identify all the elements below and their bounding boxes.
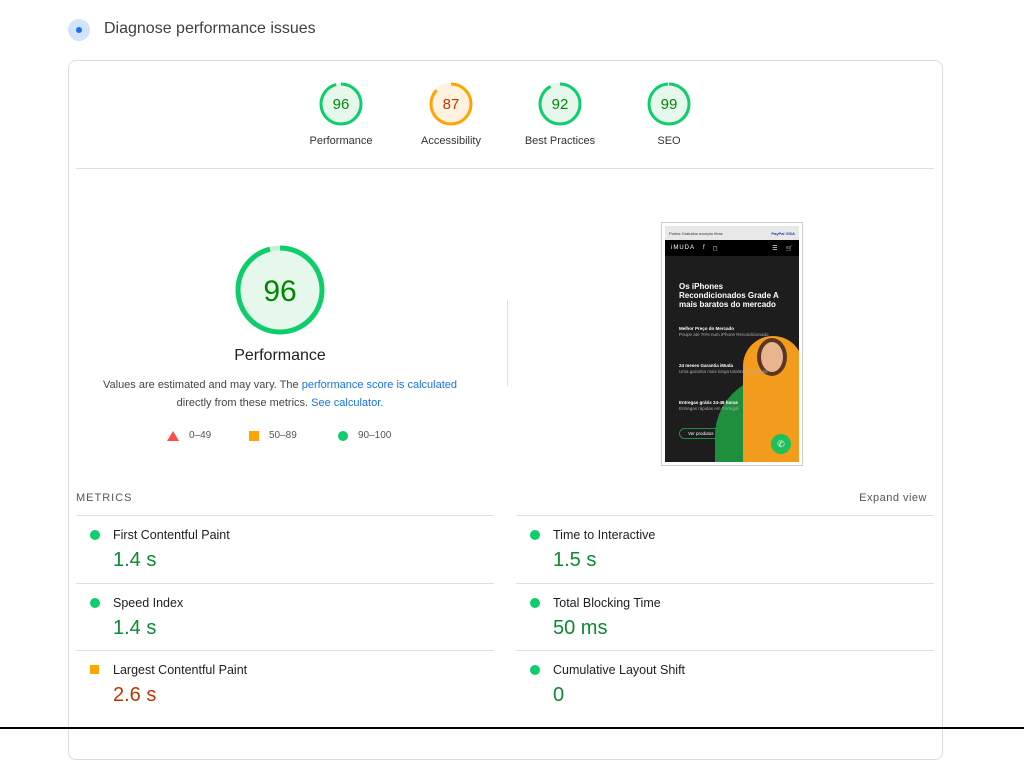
gauge-ring: 96	[319, 82, 363, 126]
metric-title: Time to Interactive	[553, 528, 656, 542]
gauge-accessibility[interactable]: 87 Accessibility	[396, 81, 506, 147]
square-icon	[249, 430, 259, 441]
instagram-icon: ◻	[712, 245, 718, 252]
metrics-heading: METRICS	[76, 492, 133, 504]
metric-row: Largest Contentful Paint 2.6 s	[76, 650, 494, 718]
metric-value: 0	[553, 684, 565, 706]
triangle-icon	[167, 430, 179, 441]
legend-average: 50–89	[249, 430, 297, 441]
circle-icon	[338, 430, 348, 441]
metric-row: Cumulative Layout Shift 0	[516, 650, 934, 718]
gauge-score: 99	[661, 96, 678, 113]
page-screenshot[interactable]: Portes Gratuitos excepto Ilhas PayPal VIS…	[661, 222, 803, 466]
feature: Melhor Preço do Mercado Poupe até 70% num…	[679, 326, 769, 337]
metric-title: Speed Index	[113, 595, 184, 610]
shot-topbar: Portes Gratuitos excepto Ilhas	[669, 230, 723, 236]
gauge-score: 96	[333, 96, 350, 113]
performance-label: Performance	[234, 347, 326, 364]
pass-circle-icon	[530, 665, 540, 675]
gauge-arc	[235, 245, 325, 335]
desc-text: directly from these metrics.	[176, 397, 312, 409]
bottom-edge	[0, 727, 1024, 729]
gauge-label: SEO	[657, 135, 681, 147]
facebook-icon: f	[703, 245, 705, 251]
metric-value: 1.4 s	[113, 616, 157, 639]
gauge-score: 92	[552, 96, 569, 113]
legend-label: 0–49	[189, 430, 212, 441]
gauge-score: 96	[263, 275, 296, 308]
brand-logo: iMUDA	[671, 245, 695, 251]
whatsapp-icon: ✆	[771, 434, 791, 454]
feature: Entregas grátis 24-48 horas Entregas rápi…	[679, 400, 739, 411]
legend-label: 90–100	[358, 430, 392, 441]
hero-face	[757, 338, 787, 376]
gauge-ring: 92	[538, 82, 582, 126]
metrics-right: Time to Interactive 1.5 s Total Blocking T…	[516, 515, 934, 718]
pass-circle-icon	[530, 530, 540, 540]
gauge-ring: 87	[429, 82, 473, 126]
pass-circle-icon	[90, 530, 100, 540]
metric-title: Cumulative Layout Shift	[553, 663, 686, 677]
hero-heading: Os iPhones Recondicionados Grade A mais …	[679, 282, 779, 309]
cart-icon: 🛒	[785, 245, 793, 252]
expand-view-toggle[interactable]: Expand view	[859, 492, 927, 504]
legend-pass: 90–100	[338, 430, 391, 441]
average-square-icon	[90, 665, 99, 674]
gauge-seo[interactable]: 99 SEO	[614, 81, 724, 147]
legend-fail: 0–49	[167, 430, 211, 441]
gauge-score: 87	[443, 96, 460, 113]
metric-row: First Contentful Paint 1.4 s	[76, 515, 494, 583]
page-title: Diagnose performance issues	[104, 20, 316, 37]
feature: 24 meses Garantia iMuda Uma garantia mais…	[679, 363, 768, 374]
pass-circle-icon	[90, 597, 100, 608]
metric-row: Speed Index 1.4 s	[76, 582, 494, 651]
payment-logos: PayPal VISA	[771, 230, 795, 236]
metric-title: Largest Contentful Paint	[113, 663, 248, 677]
gauge-label: Performance	[309, 135, 373, 147]
metric-value: 2.6 s	[113, 684, 157, 706]
gauge-performance[interactable]: 96 Performance	[286, 81, 396, 147]
gauge-label: Accessibility	[421, 135, 481, 147]
gauge-ring: 99	[647, 82, 691, 126]
metrics-left: First Contentful Paint 1.4 s Speed Index 1.…	[76, 515, 494, 718]
menu-icon: ☰	[772, 245, 778, 252]
metric-value: 1.4 s	[113, 549, 157, 571]
metric-title: First Contentful Paint	[113, 528, 230, 542]
gauge-best-practices[interactable]: 92 Best Practices	[505, 81, 615, 147]
gauge-label: Best Practices	[524, 135, 596, 147]
legend-label: 50–89	[269, 430, 297, 441]
see-calculator-link[interactable]: See calculator.	[311, 397, 384, 409]
metric-value: 1.5 s	[553, 549, 597, 571]
gauge-icon	[68, 19, 90, 41]
pass-circle-icon	[530, 597, 540, 608]
metric-row: Total Blocking Time 50 ms	[516, 582, 934, 651]
performance-gauge: 96	[235, 245, 325, 335]
metric-title: Total Blocking Time	[553, 595, 661, 610]
desc-text: Values are estimated and may vary. The	[102, 379, 302, 391]
divider	[76, 168, 934, 169]
score-calc-link[interactable]: performance score is calculated	[301, 379, 457, 391]
score-description: Values are estimated and may vary. The p…	[90, 376, 470, 412]
cta-button: Ver produtos	[679, 428, 723, 439]
metric-value: 50 ms	[553, 616, 608, 639]
divider	[507, 300, 508, 386]
metric-row: Time to Interactive 1.5 s	[516, 515, 934, 583]
